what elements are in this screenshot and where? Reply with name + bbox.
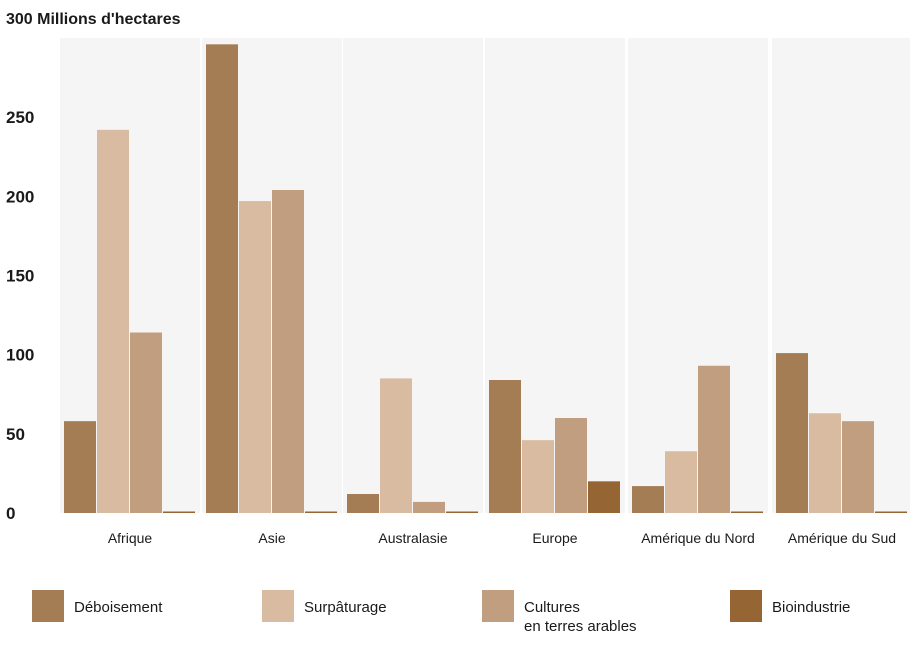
bar [588,481,620,513]
bar [97,129,129,514]
bar [446,511,478,513]
bar [842,421,874,513]
bar [632,486,664,513]
y-axis-title: 300 Millions d'hectares [6,11,181,28]
category-label: Amérique du Nord [641,530,755,546]
legend: Déboisement Surpâturage Cultures en terres… [0,580,910,640]
bar [698,365,730,513]
legend-label: Bioindustrie [772,599,851,616]
category-label: Asie [258,530,285,546]
y-tick-label: 200 [6,187,34,206]
category-label: Amérique du Sud [788,530,896,546]
bar [64,421,96,513]
legend-swatch [262,590,294,622]
legend-label: Déboisement [74,599,163,616]
bar [239,201,271,514]
bar [489,380,521,513]
legend-item: Déboisement [32,590,162,622]
y-tick-label: 250 [6,108,34,127]
y-tick-label: 0 [6,504,15,523]
bar [731,511,763,513]
bar [305,511,337,513]
bar [272,190,304,513]
bar [875,511,907,513]
legend-item: Bioindustrie [730,590,850,622]
bar [163,511,195,513]
legend-label: Cultures en terres arables [524,599,637,635]
bar [413,501,445,513]
legend-swatch [730,590,762,622]
legend-label: Surpâturage [304,599,387,616]
legend-item: Cultures en terres arables [482,590,637,636]
legend-swatch [32,590,64,622]
panel-2 [343,38,483,513]
bar [665,451,697,513]
bar [776,353,808,513]
y-tick-label: 100 [6,346,34,365]
bar [347,494,379,513]
category-label: Europe [532,530,577,546]
category-label: Afrique [108,530,153,546]
bar [380,378,412,513]
legend-item: Surpâturage [262,590,387,622]
category-label: Australasie [378,530,447,546]
y-tick-label: 150 [6,267,34,286]
bar [522,440,554,513]
bar-chart: 300 Millions d'hectares 050100150200250 … [6,11,907,546]
legend-swatch [482,590,514,622]
category-labels: Afrique Asie Australasie Europe Amérique du … [108,530,896,546]
bar [809,413,841,513]
bar [130,332,162,513]
bar [555,418,587,513]
y-axis-ticks: 0 50 100 150 200 250 [6,108,34,523]
y-tick-label: 50 [6,425,25,444]
bars [64,44,907,514]
bar [206,44,238,513]
